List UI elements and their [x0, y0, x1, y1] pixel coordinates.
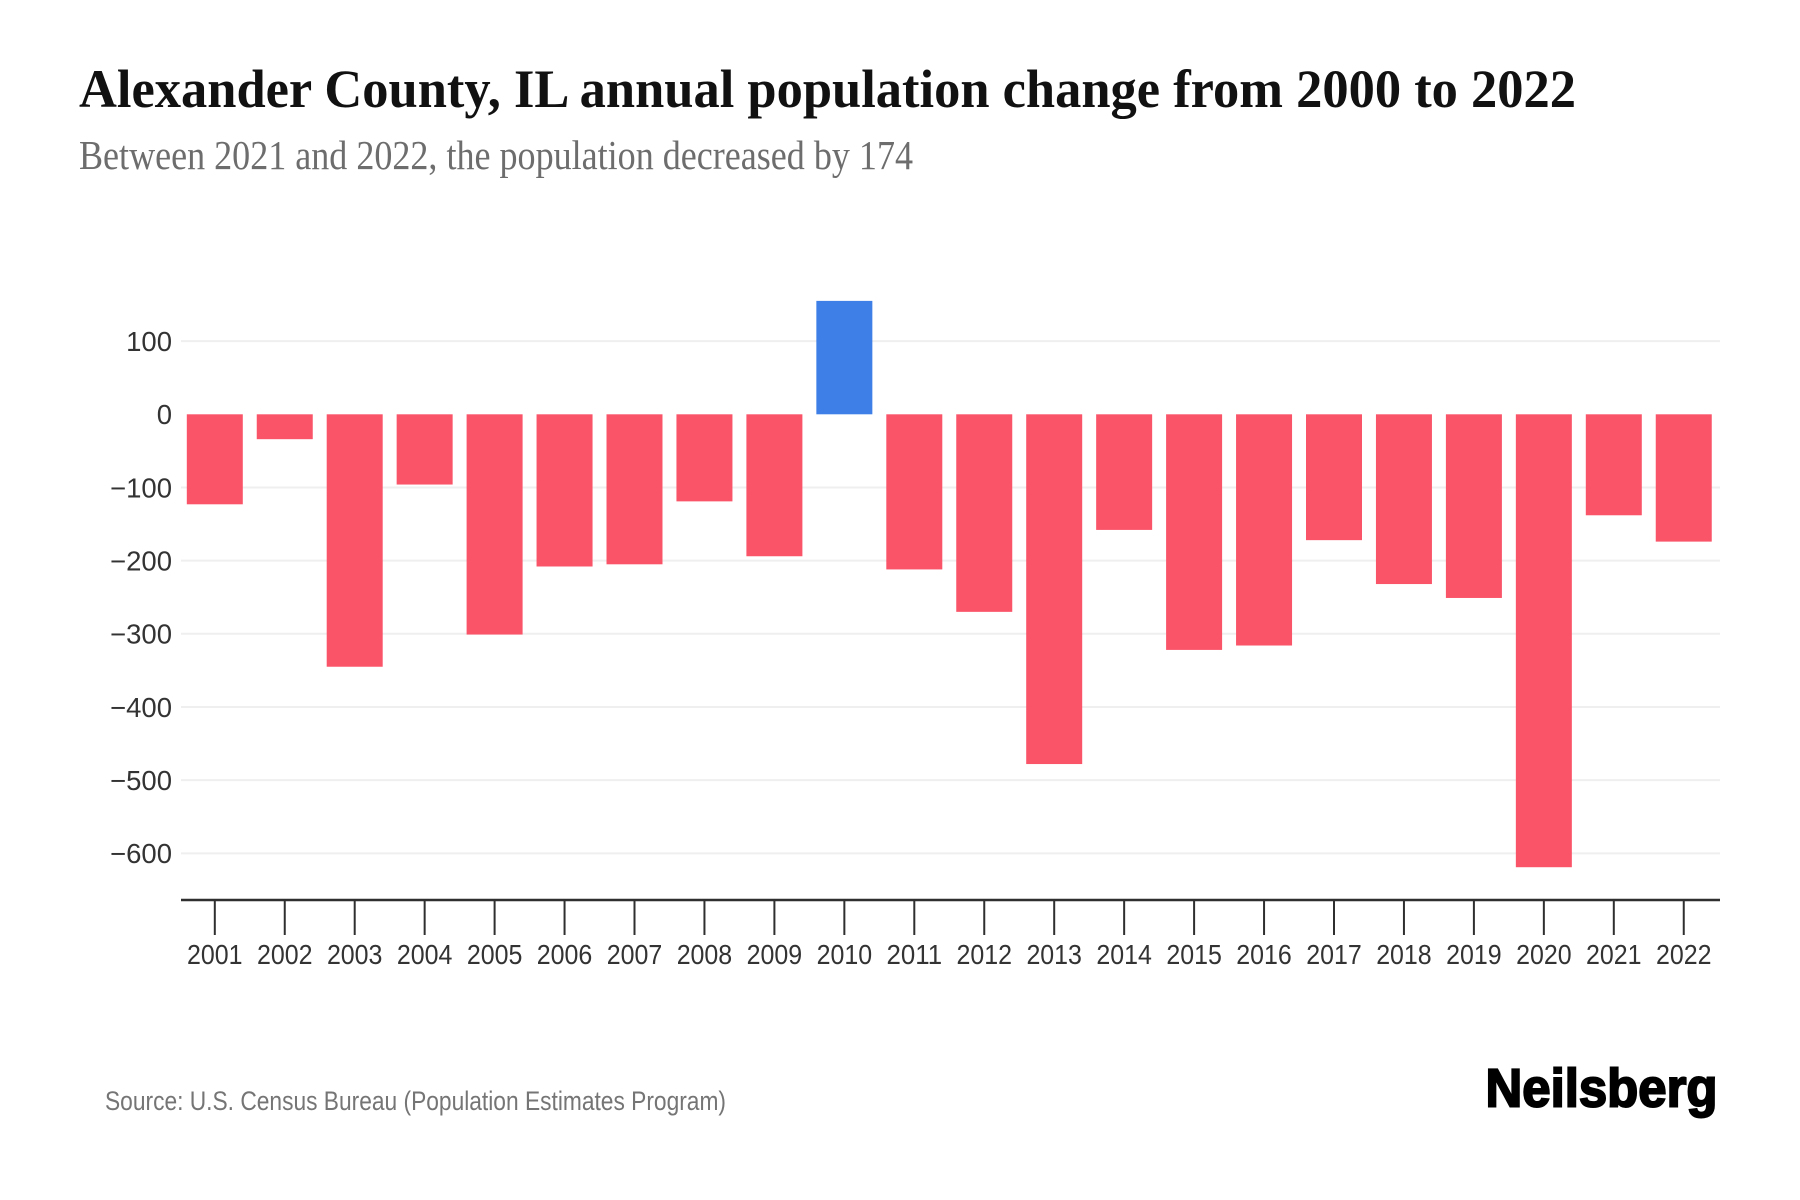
- svg-text:100: 100: [126, 326, 172, 357]
- svg-text:−400: −400: [110, 692, 172, 723]
- svg-text:Neilsberg: Neilsberg: [1486, 1059, 1718, 1119]
- svg-text:2008: 2008: [677, 939, 733, 970]
- svg-text:0: 0: [157, 399, 172, 430]
- svg-text:2001: 2001: [187, 939, 243, 970]
- svg-text:2015: 2015: [1166, 939, 1222, 970]
- svg-text:2019: 2019: [1446, 939, 1502, 970]
- svg-text:Between 2021 and 2022, the pop: Between 2021 and 2022, the population de…: [79, 132, 913, 178]
- svg-text:2017: 2017: [1306, 939, 1362, 970]
- svg-text:−200: −200: [110, 545, 172, 576]
- svg-text:2018: 2018: [1376, 939, 1432, 970]
- svg-text:Alexander County, IL annual po: Alexander County, IL annual population c…: [79, 59, 1576, 119]
- svg-text:2011: 2011: [887, 939, 943, 970]
- svg-text:2014: 2014: [1096, 939, 1152, 970]
- svg-text:2006: 2006: [537, 939, 593, 970]
- svg-text:−300: −300: [110, 619, 172, 650]
- svg-text:2007: 2007: [607, 939, 663, 970]
- svg-text:Source: U.S. Census Bureau (Po: Source: U.S. Census Bureau (Population E…: [105, 1086, 726, 1116]
- svg-text:2020: 2020: [1516, 939, 1572, 970]
- svg-text:2021: 2021: [1586, 939, 1642, 970]
- svg-text:2002: 2002: [257, 939, 313, 970]
- svg-text:2009: 2009: [747, 939, 803, 970]
- svg-text:2016: 2016: [1236, 939, 1292, 970]
- svg-text:2005: 2005: [467, 939, 523, 970]
- svg-text:−500: −500: [110, 765, 172, 796]
- svg-text:2004: 2004: [397, 939, 453, 970]
- svg-text:2013: 2013: [1026, 939, 1082, 970]
- svg-text:2012: 2012: [957, 939, 1013, 970]
- svg-text:2010: 2010: [817, 939, 873, 970]
- svg-text:2022: 2022: [1656, 939, 1712, 970]
- svg-text:−100: −100: [110, 472, 172, 503]
- svg-text:2003: 2003: [327, 939, 383, 970]
- svg-text:−600: −600: [110, 838, 172, 869]
